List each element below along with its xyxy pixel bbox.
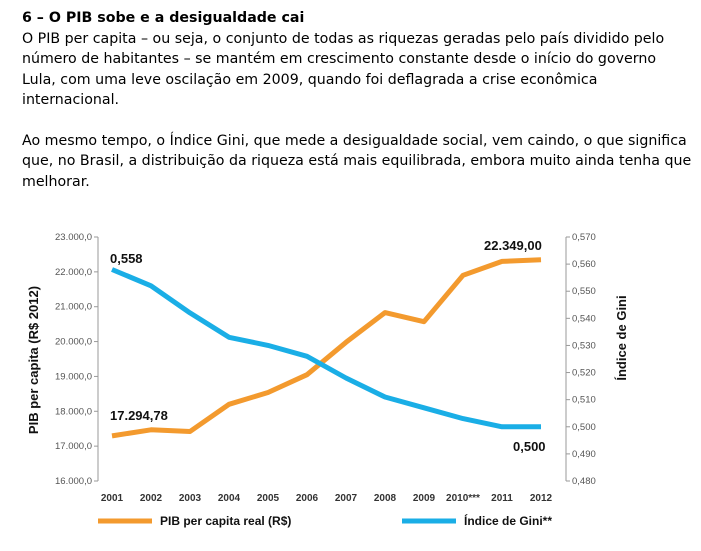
left-tick-label: 18.000,0 [55, 406, 92, 417]
right-tick-label: 0,520 [572, 368, 596, 379]
right-tick-label: 0,560 [572, 259, 596, 270]
section-heading: 6 – O PIB sobe e a desigualdade cai [22, 10, 305, 26]
x-tick-label: 2003 [179, 493, 202, 504]
annotation-gini-2012: 0,500 [513, 439, 546, 454]
right-tick-label: 0,510 [572, 395, 596, 406]
x-tick-label: 2008 [374, 493, 397, 504]
annotation-pib-2012: 22.349,00 [484, 238, 542, 253]
left-tick-label: 23.000,0 [55, 232, 92, 243]
left-tick-label: 20.000,0 [55, 337, 92, 348]
annotation-pib-2001: 17.294,78 [110, 408, 168, 423]
left-tick-label: 17.000,0 [55, 441, 92, 452]
left-tick-label: 22.000,0 [55, 267, 92, 278]
left-tick-label: 16.000,0 [55, 476, 92, 487]
right-axis-title: Índice de Gini [614, 295, 629, 380]
x-tick-label: 2012 [530, 493, 553, 504]
x-tick-label: 2004 [218, 493, 241, 504]
right-tick-label: 0,550 [572, 286, 596, 297]
right-tick-label: 0,500 [572, 422, 596, 433]
x-tick-label: 2006 [296, 493, 319, 504]
x-tick-label: 2010*** [446, 493, 480, 504]
legend-gini-label: Índice de Gini** [464, 513, 552, 528]
pib-series-line [111, 257, 542, 439]
article-text: 6 – O PIB sobe e a desigualdade cai O PI… [22, 8, 692, 192]
annotation-gini-2001: 0,558 [110, 251, 143, 266]
legend-pib-label: PIB per capita real (R$) [160, 514, 291, 528]
left-tick-label: 19.000,0 [55, 371, 92, 382]
x-tick-label: 2009 [413, 493, 436, 504]
x-tick-label: 2007 [335, 493, 358, 504]
paragraph-gini: Ao mesmo tempo, o Índice Gini, que mede … [22, 132, 692, 190]
right-tick-label: 0,540 [572, 313, 596, 324]
x-tick-label: 2001 [101, 493, 124, 504]
paragraph-pib: O PIB per capita – ou seja, o conjunto d… [22, 30, 665, 109]
pib-gini-chart: 16.000,0 17.000,0 18.000,0 19.000,0 20.000,0… [26, 232, 629, 528]
right-tick-label: 0,480 [572, 476, 596, 487]
left-axis-title: PIB per capita (R$ 2012) [26, 286, 41, 434]
right-tick-label: 0,530 [572, 340, 596, 351]
right-tick-label: 0,570 [572, 232, 596, 243]
x-tick-label: 2002 [140, 493, 163, 504]
x-tick-label: 2011 [491, 493, 513, 504]
left-tick-label: 21.000,0 [55, 302, 92, 313]
right-tick-label: 0,490 [572, 449, 596, 460]
gini-series-line [111, 267, 541, 430]
x-tick-label: 2005 [257, 493, 280, 504]
